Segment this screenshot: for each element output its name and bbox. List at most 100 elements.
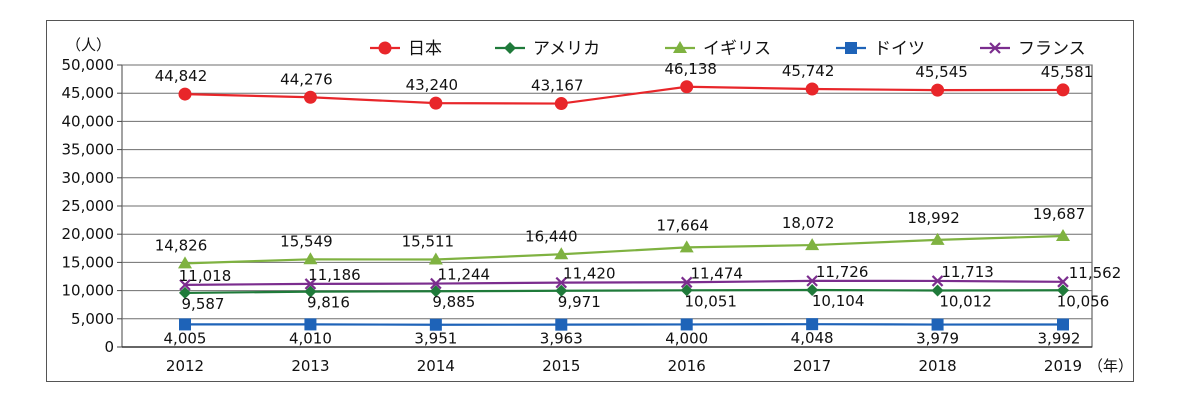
data-label: 4,048 xyxy=(791,329,834,347)
x-tick-label: 2013 xyxy=(291,357,329,375)
data-label: 11,713 xyxy=(941,263,994,281)
marker-stroke xyxy=(430,277,442,290)
data-point xyxy=(555,284,568,297)
data-point xyxy=(179,286,191,299)
data-point xyxy=(429,318,442,331)
data-point xyxy=(304,318,317,331)
x-tick-label: 2019 xyxy=(1044,357,1082,375)
data-point xyxy=(178,256,192,269)
data-point xyxy=(304,285,317,298)
data-label: 15,511 xyxy=(402,233,455,251)
legend-marker xyxy=(989,42,1001,54)
data-point xyxy=(679,240,694,253)
series-line xyxy=(184,234,1064,265)
data-point xyxy=(680,284,693,297)
data-label: 9,885 xyxy=(432,293,475,311)
y-tick-label: 50,000 xyxy=(62,56,115,74)
data-label: 3,963 xyxy=(540,330,583,348)
y-tick-label: 15,000 xyxy=(62,253,115,271)
y-tick-label: 5,000 xyxy=(71,310,114,328)
data-label: 9,971 xyxy=(558,293,601,311)
series-line xyxy=(184,279,1064,286)
x-tick-label: 2016 xyxy=(668,357,706,375)
x-tick-label: 2015 xyxy=(542,357,580,375)
data-label: 45,742 xyxy=(782,62,835,80)
data-point xyxy=(1056,228,1070,241)
data-label: 43,167 xyxy=(531,77,584,95)
data-label: 11,474 xyxy=(690,264,743,282)
data-label: 10,056 xyxy=(1057,292,1110,310)
data-label: 14,826 xyxy=(155,236,208,254)
data-point xyxy=(931,284,944,297)
data-label: 11,186 xyxy=(308,266,361,284)
data-point xyxy=(555,318,568,331)
data-label: 3,992 xyxy=(1038,329,1081,347)
data-point xyxy=(429,96,443,110)
data-point xyxy=(931,275,944,287)
data-label: 9,587 xyxy=(182,295,225,313)
legend-label: イギリス xyxy=(703,39,771,59)
marker-stroke xyxy=(680,276,693,289)
data-point xyxy=(1057,318,1069,331)
data-label: 16,440 xyxy=(525,227,578,245)
y-tick-label: 10,000 xyxy=(62,282,115,300)
data-point xyxy=(680,276,693,289)
data-point xyxy=(805,82,819,96)
y-tick-label: 20,000 xyxy=(62,225,115,243)
data-point xyxy=(1057,276,1069,288)
x-tick-label: 2018 xyxy=(918,357,956,375)
data-label: 18,992 xyxy=(907,209,960,227)
data-label: 4,005 xyxy=(164,329,207,347)
marker-stroke xyxy=(304,278,317,290)
data-label: 10,051 xyxy=(684,292,737,310)
legend-label: フランス xyxy=(1018,39,1086,59)
data-point xyxy=(304,278,317,290)
data-label: 19,687 xyxy=(1033,205,1086,223)
data-label: 15,549 xyxy=(280,232,333,250)
legend-label: ドイツ xyxy=(874,39,925,59)
data-point xyxy=(805,238,820,251)
data-point xyxy=(1057,284,1069,297)
data-label: 46,138 xyxy=(664,60,717,78)
data-point xyxy=(680,80,694,94)
data-point xyxy=(554,97,568,111)
y-tick-label: 35,000 xyxy=(62,141,115,159)
legend-marker xyxy=(504,42,516,54)
data-label: 10,104 xyxy=(812,292,865,310)
legend-label: 日本 xyxy=(408,39,442,59)
x-axis-unit-label: （年） xyxy=(1088,357,1133,375)
data-label: 9,816 xyxy=(307,294,350,312)
data-label: 45,581 xyxy=(1041,63,1094,81)
series-line xyxy=(184,288,1064,295)
data-point xyxy=(806,318,819,331)
series-line xyxy=(184,323,1064,326)
data-label: 17,664 xyxy=(656,216,709,234)
data-point xyxy=(554,247,569,260)
data-point xyxy=(179,279,191,291)
data-point xyxy=(1056,83,1070,97)
data-label: 4,010 xyxy=(289,329,332,347)
data-label: 11,018 xyxy=(179,267,232,285)
legend-label: アメリカ xyxy=(533,39,600,59)
y-tick-label: 30,000 xyxy=(62,169,115,187)
data-label: 44,276 xyxy=(280,70,333,88)
legend-marker xyxy=(845,42,857,54)
data-label: 11,562 xyxy=(1069,264,1122,282)
data-label: 43,240 xyxy=(406,76,459,94)
data-point xyxy=(429,285,442,298)
marker-stroke xyxy=(806,275,818,287)
series-line xyxy=(184,85,1064,105)
data-label: 10,012 xyxy=(939,293,992,311)
y-tick-label: 0 xyxy=(104,338,114,356)
marker-stroke xyxy=(555,276,568,289)
x-tick-label: 2017 xyxy=(793,357,831,375)
data-label: 44,842 xyxy=(155,67,208,85)
y-axis-unit-label: （人） xyxy=(66,36,111,54)
x-tick-label: 2014 xyxy=(417,357,455,375)
data-label: 11,726 xyxy=(816,263,869,281)
data-label: 3,951 xyxy=(414,330,457,348)
marker-stroke xyxy=(179,279,191,291)
legend-marker xyxy=(673,41,687,53)
data-point xyxy=(680,318,693,331)
data-point xyxy=(428,252,443,265)
